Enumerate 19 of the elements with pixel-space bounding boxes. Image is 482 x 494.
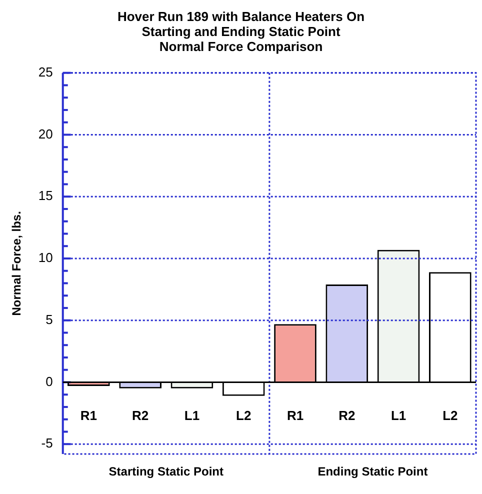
x-tick-label: L1 (184, 408, 200, 423)
text: Starting Static Point (108, 464, 224, 478)
x-tick-label: R1 (286, 408, 304, 423)
y-tick-label: 25 (38, 64, 53, 80)
x-tick-label: L1 (390, 408, 406, 423)
y-tick-label: -5 (41, 436, 53, 451)
x-tick-label: L2 (442, 408, 458, 423)
y-tick-label: 10 (38, 250, 53, 266)
y-tick-label: 20 (38, 126, 53, 142)
y-tick-label: 5 (46, 312, 53, 327)
y-tick-label: 0 (46, 374, 53, 389)
y-tick-label: 15 (38, 188, 53, 204)
y-axis-title: Normal Force, lbs. (10, 211, 24, 316)
text: Ending Static Point (318, 464, 428, 478)
x-tick-label: R1 (80, 408, 97, 423)
chart-title: Hover Run 189 with Balance Heaters On Starting and Ending Static Point Normal Force Comparison (117, 9, 365, 54)
x-tick-label: R2 (132, 408, 149, 423)
x-tick-label: R2 (338, 408, 356, 423)
x-tick-label: L2 (236, 408, 252, 423)
